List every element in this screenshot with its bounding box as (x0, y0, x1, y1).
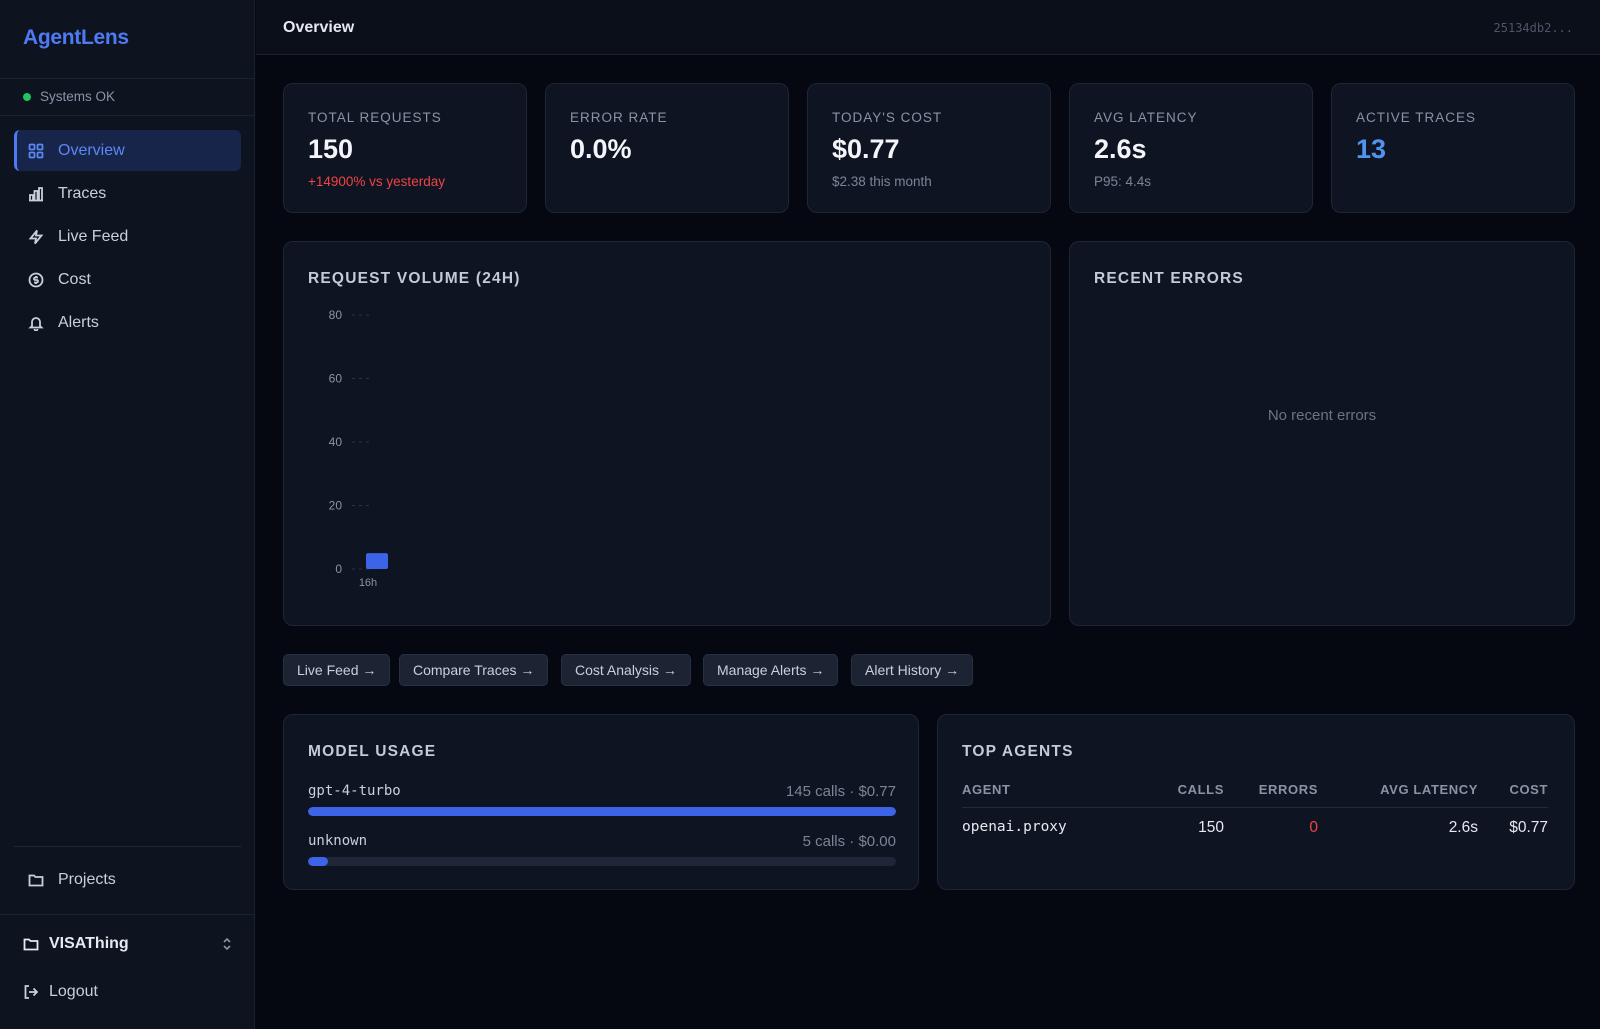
usage-bar-track (308, 857, 896, 866)
stat-card-total-requests: Total Requests 150 +14900% vs yesterday (283, 83, 527, 213)
column-header-avg-latency: Avg Latency (1380, 782, 1478, 797)
agent-avg-latency: 2.6s (1448, 819, 1478, 836)
stat-value: 150 (308, 134, 354, 164)
recent-errors-card: Recent Errors No recent errors (1069, 241, 1575, 626)
y-tick-label: 20 (329, 499, 343, 513)
dollar-circle-icon (28, 272, 44, 288)
project-switcher[interactable]: VISAThing (23, 935, 233, 953)
sidebar-item-alerts[interactable]: Alerts (14, 302, 241, 343)
column-header-errors: Errors (1258, 782, 1318, 797)
sidebar: AgentLens Systems OK Overview Traces Liv… (0, 0, 255, 1029)
folder-icon (23, 936, 39, 952)
lightning-icon (28, 229, 44, 245)
agent-name: openai.proxy (962, 819, 1067, 835)
chevron-up-down-icon (221, 937, 233, 951)
section-title: Top Agents (962, 743, 1074, 760)
y-tick-label: 40 (329, 435, 343, 449)
agent-cost: $0.77 (1509, 819, 1548, 836)
quick-link-manage-alerts[interactable]: Manage Alerts → (703, 654, 839, 686)
y-tick-label: 60 (329, 372, 343, 386)
page-title: Overview (283, 19, 355, 36)
empty-state-message: No recent errors (1267, 407, 1377, 424)
sidebar-item-label: Live Feed (58, 227, 129, 245)
logout-icon (23, 984, 39, 1000)
sidebar-item-label: Alerts (58, 313, 99, 331)
logout-button[interactable]: Logout (23, 983, 98, 1001)
quick-link-cost-analysis[interactable]: Cost Analysis → (561, 654, 691, 686)
quick-link-live-feed[interactable]: Live Feed → (283, 654, 391, 686)
stat-label: Avg Latency (1094, 110, 1198, 125)
bell-icon (28, 315, 44, 331)
bar-chart-icon (28, 186, 44, 202)
stat-label: Error Rate (570, 110, 668, 125)
sidebar-item-cost[interactable]: Cost (14, 259, 241, 300)
stat-label: Active Traces (1356, 110, 1477, 125)
section-title: Request Volume (24h) (308, 270, 521, 287)
stat-card-todays-cost: Today's Cost $0.77 $2.38 this month (807, 83, 1051, 213)
stat-value: $0.77 (832, 134, 900, 164)
sidebar-divider (14, 846, 241, 847)
stat-card-active-traces: Active Traces 13 (1331, 83, 1575, 213)
system-status: Systems OK (23, 89, 115, 104)
status-dot-icon (23, 92, 31, 101)
sidebar-item-label: Projects (58, 870, 116, 888)
sidebar-divider (0, 115, 255, 116)
sidebar-item-label: Traces (58, 184, 107, 202)
quick-link-compare-traces[interactable]: Compare Traces → (399, 654, 549, 686)
top-bar: Overview 25134db2... (256, 0, 1600, 55)
usage-bar-fill (308, 857, 328, 866)
brand-logo[interactable]: AgentLens (23, 26, 129, 49)
section-title: Model Usage (308, 743, 437, 760)
request-volume-card: Request Volume (24h) 80 60 40 20 0 16h (283, 241, 1051, 626)
sidebar-item-traces[interactable]: Traces (14, 173, 241, 214)
project-id: 25134db2... (1493, 21, 1573, 35)
top-agents-card: Top Agents (937, 714, 1575, 890)
model-name: gpt-4-turbo (308, 783, 401, 799)
model-stats: 5 calls · $0.00 (802, 833, 896, 850)
volume-bar (366, 553, 388, 569)
sidebar-item-overview[interactable]: Overview (14, 130, 241, 171)
agent-errors: 0 (1309, 819, 1318, 836)
table-header-divider (962, 807, 1548, 808)
sidebar-item-live-feed[interactable]: Live Feed (14, 216, 241, 257)
y-tick-label: 80 (329, 308, 343, 322)
request-volume-chart: 80 60 40 20 0 16h (329, 308, 388, 589)
stat-card-error-rate: Error Rate 0.0% (545, 83, 789, 213)
usage-bar-track (308, 807, 896, 816)
stat-value: 0.0% (570, 134, 632, 164)
folder-icon (28, 872, 44, 888)
stat-card-avg-latency: Avg Latency 2.6s P95: 4.4s (1069, 83, 1313, 213)
sidebar-item-label: Overview (58, 141, 125, 159)
column-header-agent: Agent (962, 782, 1011, 797)
y-tick-label: 0 (335, 562, 342, 576)
sidebar-divider (0, 78, 255, 79)
stat-value: 13 (1356, 134, 1387, 164)
stat-sub: $2.38 this month (832, 174, 932, 189)
sidebar-divider (0, 914, 255, 915)
quick-link-alert-history[interactable]: Alert History → (851, 654, 974, 686)
logout-label: Logout (49, 983, 98, 1000)
stat-label: Total Requests (308, 110, 442, 125)
usage-bar-fill (308, 807, 896, 816)
system-status-label: Systems OK (40, 89, 116, 104)
column-header-cost: Cost (1509, 782, 1548, 797)
stat-delta: +14900% vs yesterday (308, 174, 445, 189)
stat-value: 2.6s (1094, 134, 1147, 164)
current-project-name: VISAThing (49, 935, 129, 952)
column-header-calls: Calls (1177, 782, 1224, 797)
sidebar-item-projects[interactable]: Projects (14, 859, 241, 900)
sidebar-item-label: Cost (58, 270, 91, 288)
model-usage-card: Model Usage gpt-4-turbo 145 calls · $0.7… (283, 714, 919, 890)
stat-sub: P95: 4.4s (1094, 174, 1152, 189)
model-stats: 145 calls · $0.77 (785, 783, 896, 800)
model-name: unknown (308, 833, 368, 849)
stat-label: Today's Cost (832, 110, 943, 125)
x-tick-label: 16h (359, 577, 377, 589)
section-title: Recent Errors (1094, 270, 1244, 287)
grid-icon (28, 143, 44, 159)
agent-calls: 150 (1198, 819, 1224, 836)
